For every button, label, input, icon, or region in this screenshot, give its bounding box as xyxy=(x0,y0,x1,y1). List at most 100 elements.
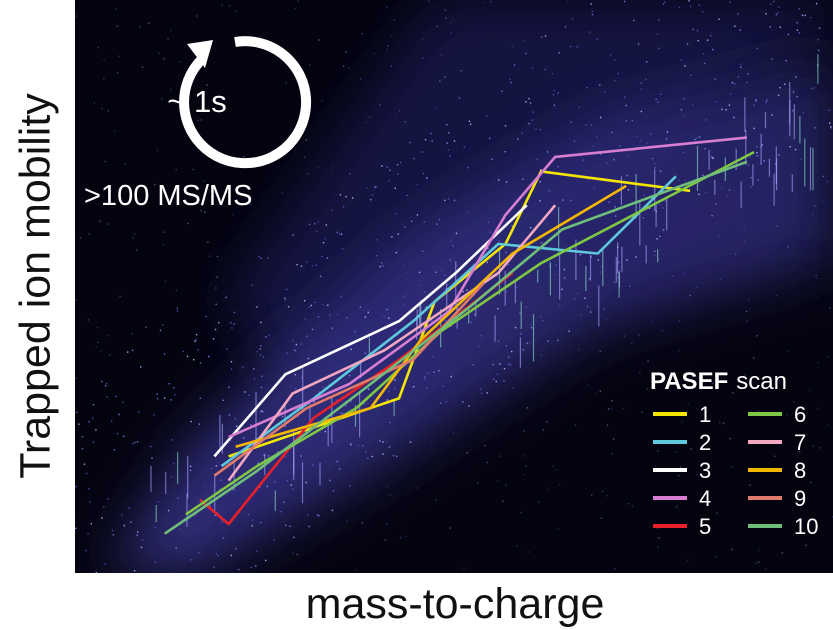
ion-speck xyxy=(599,350,601,352)
ion-speck xyxy=(230,361,233,363)
ion-speck xyxy=(388,317,390,319)
ion-speck xyxy=(406,194,408,197)
ion-speck xyxy=(672,275,674,277)
ion-speck xyxy=(439,80,441,82)
ion-speck xyxy=(292,552,294,554)
ion-speck xyxy=(156,398,159,400)
ion-speck xyxy=(365,451,367,453)
ion-speck xyxy=(170,29,172,32)
ion-speck xyxy=(289,525,291,527)
ion-speck xyxy=(207,241,209,243)
ion-speck xyxy=(99,220,101,222)
ion-speck xyxy=(617,276,619,278)
ion-speck xyxy=(626,154,629,157)
ion-speck xyxy=(380,262,383,264)
ion-speck xyxy=(756,47,758,50)
ion-speck xyxy=(263,454,265,456)
ion-speck xyxy=(438,219,441,221)
ion-speck xyxy=(260,386,263,389)
ion-speck xyxy=(645,78,647,81)
ion-speck xyxy=(462,290,464,293)
ion-speck xyxy=(443,274,446,276)
ion-speck xyxy=(399,537,402,539)
ion-speck xyxy=(261,410,263,412)
ion-speck xyxy=(386,399,389,401)
ion-speck xyxy=(258,255,260,258)
ion-speck xyxy=(607,408,610,410)
ion-speck xyxy=(145,326,147,328)
ion-speck xyxy=(331,509,334,512)
ion-speck xyxy=(629,285,631,287)
ion-speck xyxy=(170,88,172,91)
ion-speck xyxy=(136,534,138,536)
ion-speck xyxy=(386,523,388,526)
ion-speck xyxy=(665,138,668,140)
ion-speck xyxy=(558,52,560,54)
ion-speck xyxy=(696,29,699,32)
ion-speck xyxy=(502,500,504,502)
ion-speck xyxy=(274,481,276,483)
legend-label-9: 9 xyxy=(794,486,806,511)
ion-speck xyxy=(88,421,90,423)
ion-speck xyxy=(399,110,401,112)
ion-speck xyxy=(371,455,373,458)
legend-title: PASEF scan xyxy=(650,368,787,395)
ion-speck xyxy=(757,179,759,181)
ion-speck xyxy=(578,349,580,351)
ion-speck xyxy=(325,224,327,226)
ion-speck xyxy=(590,256,592,258)
ion-speck xyxy=(395,251,397,254)
ion-speck xyxy=(300,265,303,267)
ion-speck xyxy=(345,51,347,53)
ion-speck xyxy=(92,404,95,406)
ion-speck xyxy=(749,484,751,486)
ion-speck xyxy=(297,416,299,418)
ion-speck xyxy=(365,121,367,123)
ion-speck xyxy=(510,81,512,84)
ion-speck xyxy=(232,213,234,216)
ion-speck xyxy=(696,474,698,476)
ion-speck xyxy=(371,194,374,196)
ion-speck xyxy=(350,400,352,402)
ion-speck xyxy=(296,553,299,556)
ion-speck xyxy=(755,562,758,564)
ion-speck xyxy=(819,447,821,449)
ion-speck xyxy=(455,232,458,234)
ion-speck xyxy=(765,101,767,103)
ion-speck xyxy=(631,505,633,507)
ion-speck xyxy=(526,407,529,409)
ion-speck xyxy=(397,173,399,175)
ion-speck xyxy=(170,399,172,401)
ion-speck xyxy=(830,127,832,129)
ion-speck xyxy=(338,233,341,235)
ion-speck xyxy=(646,61,648,63)
ion-speck xyxy=(507,356,510,358)
ion-speck xyxy=(733,116,735,119)
ion-speck xyxy=(697,40,699,42)
ion-speck xyxy=(555,264,557,266)
ion-speck xyxy=(250,424,252,427)
ion-speck xyxy=(599,84,601,86)
ion-speck xyxy=(613,79,616,82)
ion-speck xyxy=(250,566,252,569)
ion-speck xyxy=(336,231,338,234)
ion-speck xyxy=(488,221,490,224)
ion-speck xyxy=(525,101,527,103)
y-axis-label: Trapped ion mobility xyxy=(11,93,60,479)
ion-speck xyxy=(423,291,426,293)
ion-speck xyxy=(267,455,270,457)
ion-speck xyxy=(466,452,468,454)
ion-speck xyxy=(444,288,446,290)
ion-speck xyxy=(136,441,139,443)
ion-speck xyxy=(756,335,758,337)
ion-speck xyxy=(529,227,532,229)
legend-label-10: 10 xyxy=(794,514,818,539)
ion-speck xyxy=(164,280,167,282)
ion-speck xyxy=(573,140,576,142)
ion-speck xyxy=(568,330,570,332)
ion-speck xyxy=(729,93,732,95)
ion-speck xyxy=(469,123,472,126)
ion-speck xyxy=(525,52,527,55)
ion-speck xyxy=(175,547,177,549)
ion-speck xyxy=(618,261,620,264)
